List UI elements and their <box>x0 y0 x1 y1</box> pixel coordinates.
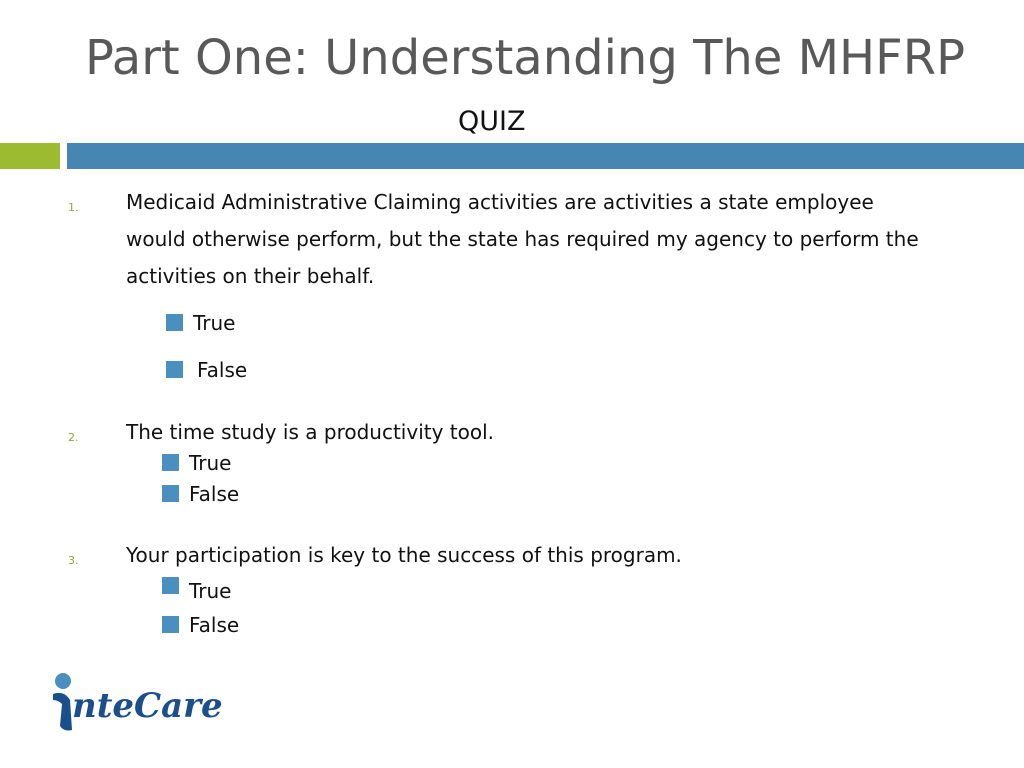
option-label: True <box>193 311 236 335</box>
question-1-line-2: would otherwise perform, but the state h… <box>126 227 919 251</box>
slide-subtitle: QUIZ <box>458 106 526 137</box>
option-label: True <box>189 579 232 603</box>
accent-bar-blue <box>67 143 1024 169</box>
question-2-option-true: True <box>162 451 231 475</box>
question-1-line-3: activities on their behalf. <box>126 264 375 288</box>
question-1-number: 1. <box>68 201 79 214</box>
square-bullet-icon <box>162 616 179 633</box>
option-label: False <box>197 358 248 382</box>
square-bullet-icon <box>162 485 179 502</box>
question-2-number: 2. <box>68 431 79 444</box>
accent-bar-green <box>0 143 60 169</box>
option-label: False <box>189 613 240 637</box>
option-label: True <box>189 451 232 475</box>
question-1-option-false: False <box>166 358 247 382</box>
question-3-line-1: Your participation is key to the success… <box>126 543 682 567</box>
square-bullet-icon <box>166 314 183 331</box>
question-1-option-true: True <box>166 311 235 335</box>
logo-wordmark: nteCare <box>72 686 223 726</box>
slide-title: Part One: Understanding The MHFRP <box>84 30 966 86</box>
option-label: False <box>189 482 240 506</box>
question-3-option-true: True <box>162 577 231 603</box>
question-1-line-1: Medicaid Administrative Claiming activit… <box>126 190 874 214</box>
square-bullet-icon <box>166 361 183 378</box>
question-2-option-false: False <box>162 482 239 506</box>
question-3-option-false: False <box>162 613 239 637</box>
square-bullet-icon <box>162 454 179 471</box>
square-bullet-icon <box>162 577 179 594</box>
question-3-number: 3. <box>68 554 79 567</box>
intecare-logo: nteCare <box>50 670 223 740</box>
question-2-line-1: The time study is a productivity tool. <box>126 420 495 444</box>
person-figure-icon <box>53 673 72 731</box>
